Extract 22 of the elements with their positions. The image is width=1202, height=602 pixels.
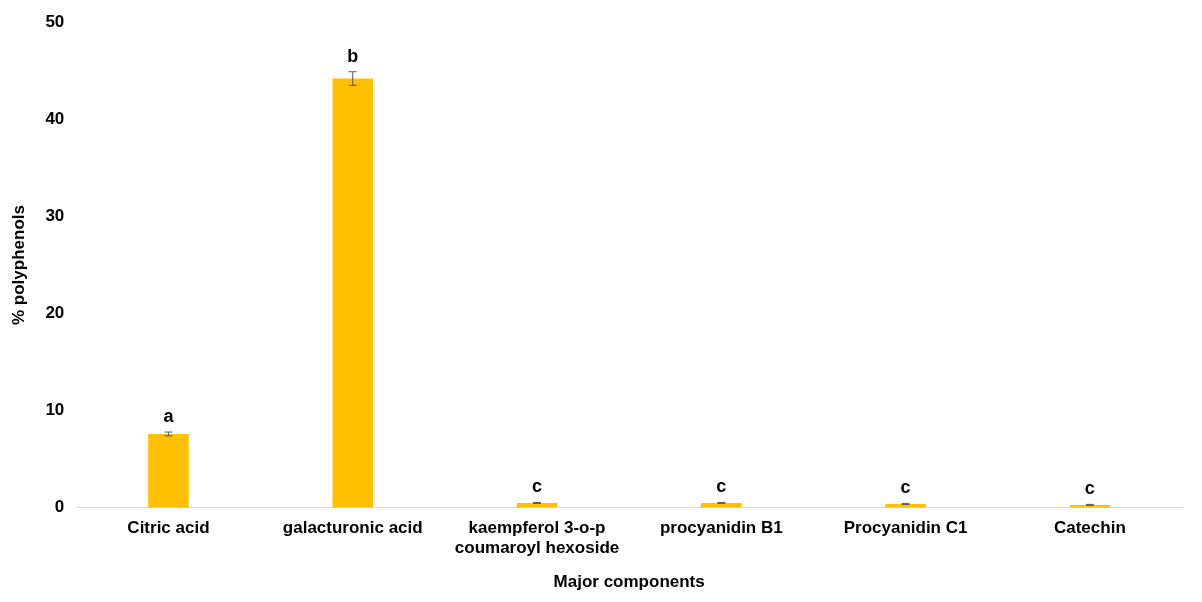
y-tick-label: 0	[54, 497, 65, 517]
y-tick-label: 10	[45, 400, 65, 420]
x-tick-label: galacturonic acid	[282, 517, 423, 537]
bar	[332, 78, 373, 508]
annotation: a	[163, 406, 175, 427]
x-tick-label: procyanidin B1	[659, 517, 783, 537]
annotation: c	[1084, 478, 1095, 499]
x-axis-title: Major components	[553, 572, 705, 592]
y-axis-title: % polyphenols	[8, 205, 28, 325]
bar	[148, 433, 189, 508]
annotation: c	[716, 476, 727, 497]
x-tick-label: Procyanidin C1	[843, 517, 968, 537]
annotation: c	[532, 476, 543, 497]
x-tick-label: Catechin	[1053, 517, 1126, 537]
annotation: b	[347, 45, 359, 66]
annotation: c	[900, 477, 911, 498]
y-tick-label: 30	[45, 206, 65, 226]
x-tick-label: kaempferol 3-o-p coumaroyl hexoside	[454, 517, 620, 558]
y-tick-label: 50	[45, 11, 65, 31]
y-tick-label: 20	[45, 303, 65, 323]
x-tick-label: Citric acid	[127, 517, 210, 537]
y-tick-label: 40	[45, 109, 65, 129]
